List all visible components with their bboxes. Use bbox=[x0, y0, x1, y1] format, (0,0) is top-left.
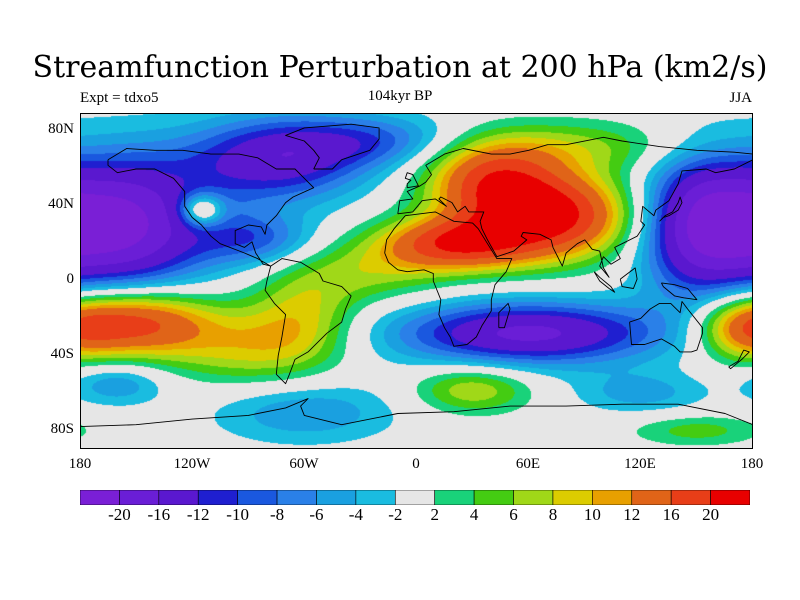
season-label: JJA bbox=[729, 90, 752, 106]
experiment-label: Expt = tdxo5 bbox=[80, 90, 159, 106]
coastlines bbox=[80, 123, 753, 428]
colorbar-tick-label: -10 bbox=[226, 505, 249, 524]
colorbar-box bbox=[552, 490, 593, 505]
lat-label: 40S bbox=[50, 346, 74, 362]
lat-label: 80S bbox=[50, 421, 74, 437]
map-frame bbox=[80, 113, 753, 449]
colorbar-tick-label: 12 bbox=[623, 505, 641, 524]
colorbar-box bbox=[592, 490, 633, 505]
coastline-new-guinea bbox=[660, 282, 698, 301]
lat-label: 80N bbox=[48, 121, 74, 137]
colorbar-box bbox=[158, 490, 199, 505]
colorbar-box bbox=[710, 490, 750, 505]
colorbar-box bbox=[631, 490, 672, 505]
coastline-new-zealand bbox=[728, 349, 750, 370]
colorbar-tick-label: 20 bbox=[702, 505, 720, 524]
colorbar-tick-label: 4 bbox=[469, 505, 479, 524]
coastline-britain bbox=[404, 172, 419, 189]
lon-label: 120W bbox=[173, 456, 211, 472]
colorbar-box bbox=[355, 490, 396, 505]
colorbar-tick-label: 10 bbox=[583, 505, 601, 524]
coastline-japan bbox=[659, 196, 683, 222]
colorbar-tick-label: 2 bbox=[430, 505, 439, 524]
lon-label: 60E bbox=[515, 456, 541, 472]
colorbar bbox=[80, 490, 750, 505]
lat-label: 40N bbox=[48, 196, 74, 212]
coastline-sumatra bbox=[593, 271, 616, 293]
coastline-australia bbox=[629, 301, 703, 353]
coastline-borneo bbox=[619, 267, 638, 289]
colorbar-box bbox=[670, 490, 711, 505]
period-label: 104kyr BP bbox=[367, 88, 433, 104]
colorbar-box bbox=[473, 490, 514, 505]
colorbar-box bbox=[394, 490, 436, 505]
coastline-antarctica bbox=[80, 398, 753, 428]
colorbar-tick-label: -4 bbox=[348, 505, 363, 524]
colorbar-tick-label: 8 bbox=[548, 505, 558, 524]
colorbar-tick-label: -6 bbox=[309, 505, 324, 524]
colorbar-box bbox=[237, 490, 278, 505]
lon-label: 60W bbox=[289, 456, 319, 472]
coastline-africa bbox=[384, 211, 513, 347]
coastline-north-america bbox=[107, 148, 315, 267]
lon-label: 180 bbox=[68, 456, 92, 472]
colorbar-box bbox=[316, 490, 357, 505]
coastline-eurasia bbox=[397, 136, 753, 278]
colorbar-tick-label: -16 bbox=[147, 505, 171, 524]
lon-label: 120E bbox=[624, 456, 656, 472]
map-title: Streamfunction Perturbation at 200 hPa (… bbox=[32, 50, 768, 85]
colorbar-box bbox=[119, 490, 160, 505]
lon-label: 0 bbox=[412, 456, 420, 472]
colorbar-tick-label: -12 bbox=[186, 505, 210, 524]
colorbar-tick-label: -8 bbox=[269, 505, 285, 524]
colorbar-box bbox=[276, 490, 317, 505]
colorbar-tick-label: -2 bbox=[388, 505, 403, 524]
colorbar-box bbox=[197, 490, 238, 505]
colorbar-box bbox=[80, 490, 120, 505]
streamfunction-field bbox=[80, 113, 753, 449]
colorbar-box bbox=[434, 490, 475, 505]
coastline-south-america bbox=[264, 258, 352, 385]
lat-label: 0 bbox=[66, 271, 75, 287]
map-plot bbox=[80, 113, 753, 449]
colorbar-box bbox=[513, 490, 554, 505]
coastline-madagascar bbox=[498, 302, 511, 329]
lon-label: 180 bbox=[740, 456, 764, 472]
colorbar-tick-label: 6 bbox=[509, 505, 518, 524]
colorbar-tick-label: -20 bbox=[108, 505, 131, 524]
coastline-greenland bbox=[285, 123, 380, 170]
colorbar-tick-label: 16 bbox=[662, 505, 680, 524]
